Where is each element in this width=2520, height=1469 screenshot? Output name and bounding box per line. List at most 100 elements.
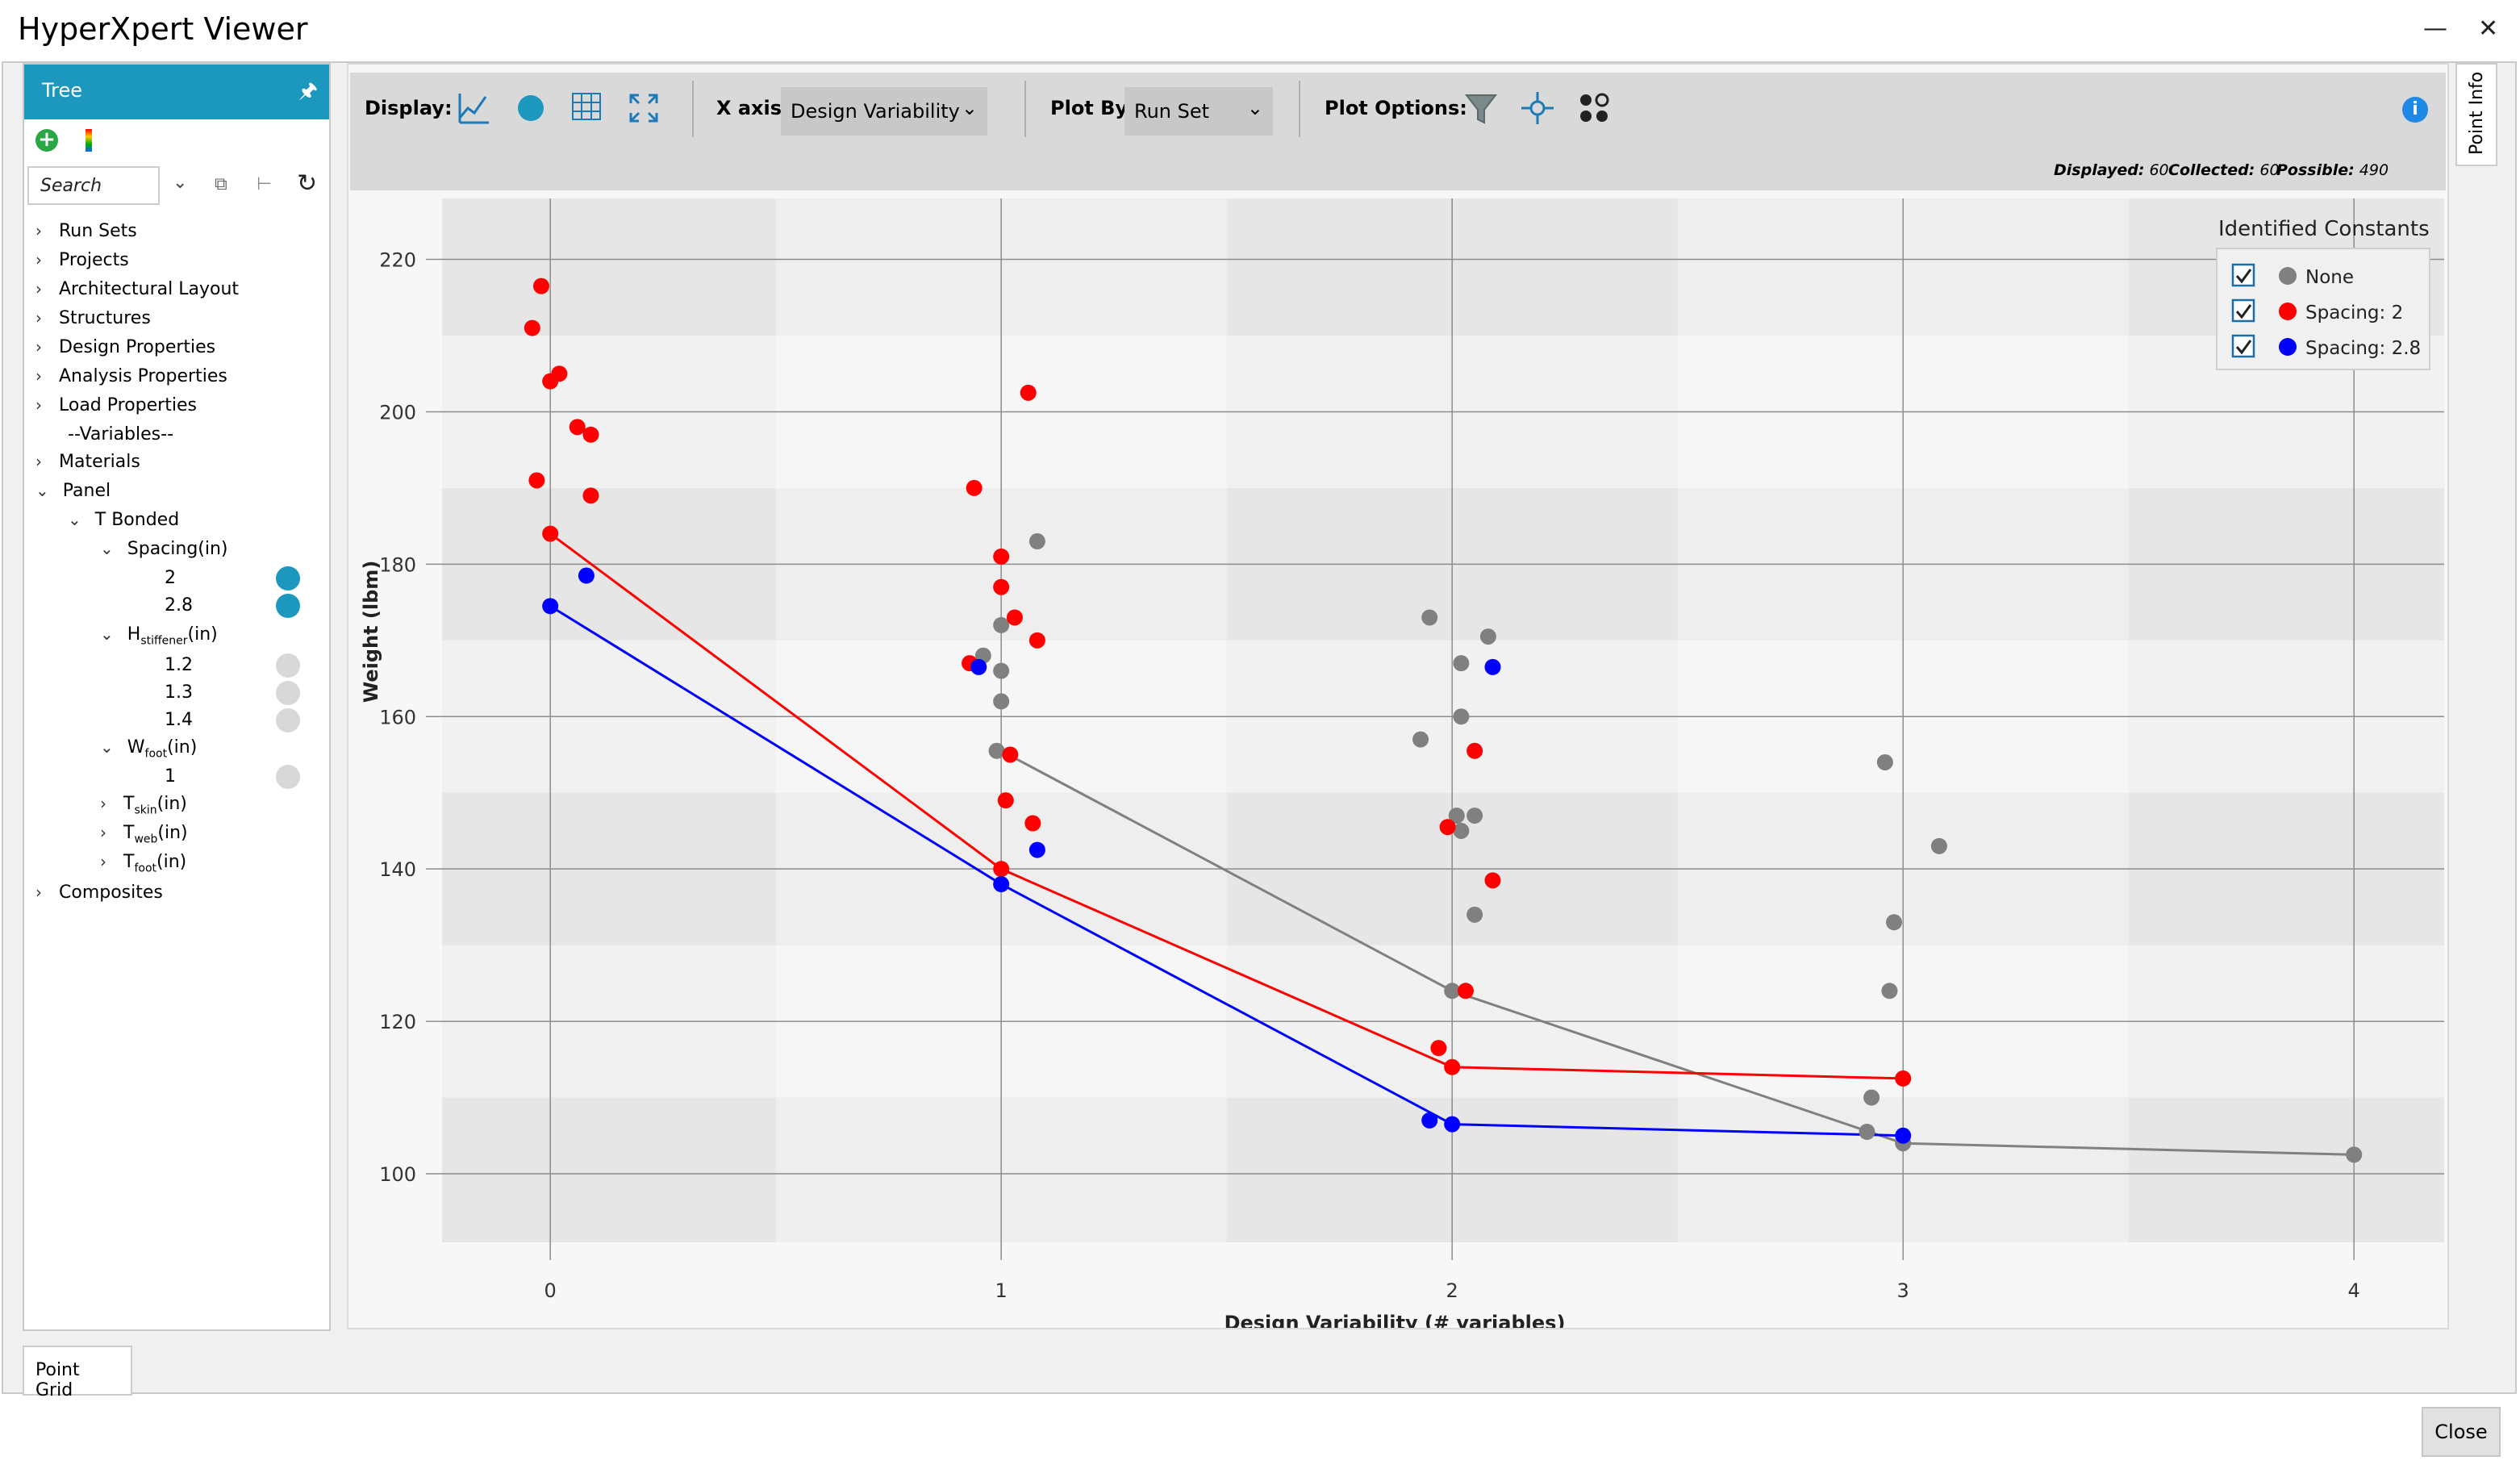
- tree-item-panel[interactable]: ⌄ Panel: [35, 481, 111, 501]
- expand-chevron-icon[interactable]: ›: [35, 337, 42, 357]
- data-point: [1448, 808, 1465, 824]
- tree-item-spacing-2-8[interactable]: 2.8: [165, 595, 193, 616]
- data-point: [993, 861, 1010, 878]
- tree-item-load-properties[interactable]: › Load Properties: [35, 395, 197, 415]
- tree-item-label: Projects: [59, 250, 129, 270]
- plot-options-label: Plot Options:: [1325, 97, 1467, 119]
- close-button[interactable]: Close: [2422, 1407, 2501, 1457]
- x-axis-select[interactable]: Design Variability ⌄: [781, 87, 987, 136]
- tree-item-analysis-properties[interactable]: › Analysis Properties: [35, 366, 227, 386]
- tree-item-label: Spacing(in): [127, 539, 228, 559]
- legend-marker: [2279, 267, 2297, 285]
- search-dropdown-icon[interactable]: ⌄: [173, 173, 188, 193]
- tree-item-structures[interactable]: › Structures: [35, 308, 151, 328]
- tree-item-w-foot[interactable]: ⌄ Wfoot(in): [100, 737, 197, 760]
- tree-item-t-bonded[interactable]: ⌄ T Bonded: [68, 510, 179, 530]
- data-point: [1453, 822, 1470, 839]
- expand-chevron-icon[interactable]: ›: [35, 250, 42, 269]
- tree-item-label: Panel: [62, 481, 111, 501]
- filter-icon[interactable]: [1463, 90, 1499, 126]
- tree-item-spacing-2[interactable]: 2: [165, 568, 176, 588]
- expand-chevron-icon[interactable]: ›: [35, 452, 42, 471]
- collapse-chevron-icon[interactable]: ⌄: [100, 624, 114, 644]
- selected-value-dot[interactable]: [276, 594, 300, 618]
- point-styles-icon[interactable]: [1576, 90, 1612, 126]
- selected-value-dot[interactable]: [276, 566, 300, 591]
- tree-panel: Tree 🖈 + Search ⌄ ⧉ ⊢ ↻ › Run Sets › Pro…: [23, 63, 331, 1331]
- minimize-icon[interactable]: —: [2423, 15, 2447, 43]
- plot-by-select[interactable]: Run Set ⌄: [1124, 87, 1273, 136]
- tree-item-h-1-2[interactable]: 1.2: [165, 655, 193, 675]
- add-icon[interactable]: +: [35, 129, 58, 152]
- displayed-count: Displayed: 60: [2054, 161, 2169, 179]
- tree-item-projects[interactable]: › Projects: [35, 250, 129, 270]
- var-subscript: skin: [134, 803, 157, 817]
- tree-item-t-web[interactable]: › Tweb(in): [100, 823, 188, 845]
- expand-chevron-icon[interactable]: ›: [35, 279, 42, 298]
- close-x-icon[interactable]: ✕: [2478, 15, 2499, 43]
- data-point: [1484, 872, 1501, 889]
- expand-chevron-icon[interactable]: ›: [35, 366, 42, 386]
- tree-item-design-properties[interactable]: › Design Properties: [35, 337, 215, 357]
- data-point: [1467, 742, 1483, 759]
- tree-item-t-skin[interactable]: › Tskin(in): [100, 794, 187, 816]
- info-icon[interactable]: i: [2402, 97, 2428, 123]
- tree-item-h-1-3[interactable]: 1.3: [165, 682, 193, 703]
- unselected-value-dot[interactable]: [276, 653, 300, 678]
- possible-value: 490: [2359, 161, 2389, 179]
- unselected-value-dot[interactable]: [276, 681, 300, 705]
- refresh-icon[interactable]: ↻: [297, 169, 318, 198]
- tree-item-composites[interactable]: › Composites: [35, 883, 163, 903]
- expand-chevron-icon[interactable]: ›: [100, 794, 106, 813]
- data-point: [528, 472, 545, 489]
- data-point: [1421, 609, 1438, 626]
- tree-item-label: Structures: [59, 308, 151, 328]
- unselected-value-dot[interactable]: [276, 765, 300, 789]
- var-name: W: [127, 737, 145, 757]
- collapse-chevron-icon[interactable]: ⌄: [68, 510, 81, 529]
- tree-item-run-sets[interactable]: › Run Sets: [35, 221, 137, 241]
- data-point: [542, 373, 559, 390]
- var-subscript: foot: [144, 747, 168, 761]
- collapse-chevron-icon[interactable]: ⌄: [100, 539, 114, 558]
- color-scale-icon[interactable]: [86, 129, 92, 152]
- data-point: [997, 792, 1014, 809]
- point-grid-tab[interactable]: Point Grid: [23, 1346, 132, 1400]
- tree-item-w-1[interactable]: 1: [165, 766, 176, 787]
- data-point: [1028, 533, 1045, 550]
- collapse-all-icon[interactable]: ⧉: [215, 174, 227, 194]
- data-point: [1453, 708, 1470, 725]
- tree-structure-icon[interactable]: ⊢: [257, 174, 273, 194]
- expand-arrows-icon[interactable]: [628, 92, 660, 124]
- expand-chevron-icon[interactable]: ›: [100, 852, 106, 871]
- data-point: [993, 578, 1010, 595]
- tree-item-t-foot[interactable]: › Tfoot(in): [100, 852, 186, 874]
- expand-chevron-icon[interactable]: ›: [35, 395, 42, 415]
- unselected-value-dot[interactable]: [276, 708, 300, 732]
- search-input[interactable]: Search: [27, 166, 160, 205]
- data-point: [542, 525, 559, 542]
- tree-item-h-stiffener[interactable]: ⌄ Hstiffener(in): [100, 624, 218, 647]
- tree-item-spacing[interactable]: ⌄ Spacing(in): [100, 539, 228, 559]
- line-chart-icon[interactable]: [457, 90, 490, 124]
- plot-toolbar: Display: X axis: Design Variability ⌄ Pl…: [350, 73, 2446, 190]
- point-info-tab[interactable]: Point Info: [2455, 63, 2497, 166]
- data-point: [1430, 1040, 1447, 1057]
- expand-chevron-icon[interactable]: ›: [35, 883, 42, 902]
- table-grid-icon[interactable]: [571, 92, 603, 123]
- scatter-point-icon[interactable]: [518, 95, 544, 121]
- collapse-chevron-icon[interactable]: ⌄: [35, 481, 49, 500]
- tree-item-h-1-4[interactable]: 1.4: [165, 710, 193, 730]
- data-point: [1444, 1116, 1461, 1133]
- expand-chevron-icon[interactable]: ›: [100, 823, 106, 842]
- data-point: [1020, 384, 1037, 401]
- collapse-chevron-icon[interactable]: ⌄: [100, 737, 114, 757]
- data-point: [1895, 1127, 1912, 1144]
- pin-icon[interactable]: 🖈: [298, 79, 318, 103]
- expand-chevron-icon[interactable]: ›: [35, 308, 42, 328]
- target-move-icon[interactable]: [1520, 90, 1555, 126]
- expand-chevron-icon[interactable]: ›: [35, 221, 42, 240]
- data-point: [1028, 632, 1045, 649]
- tree-item-materials[interactable]: › Materials: [35, 452, 140, 472]
- tree-item-architectural-layout[interactable]: › Architectural Layout: [35, 279, 239, 299]
